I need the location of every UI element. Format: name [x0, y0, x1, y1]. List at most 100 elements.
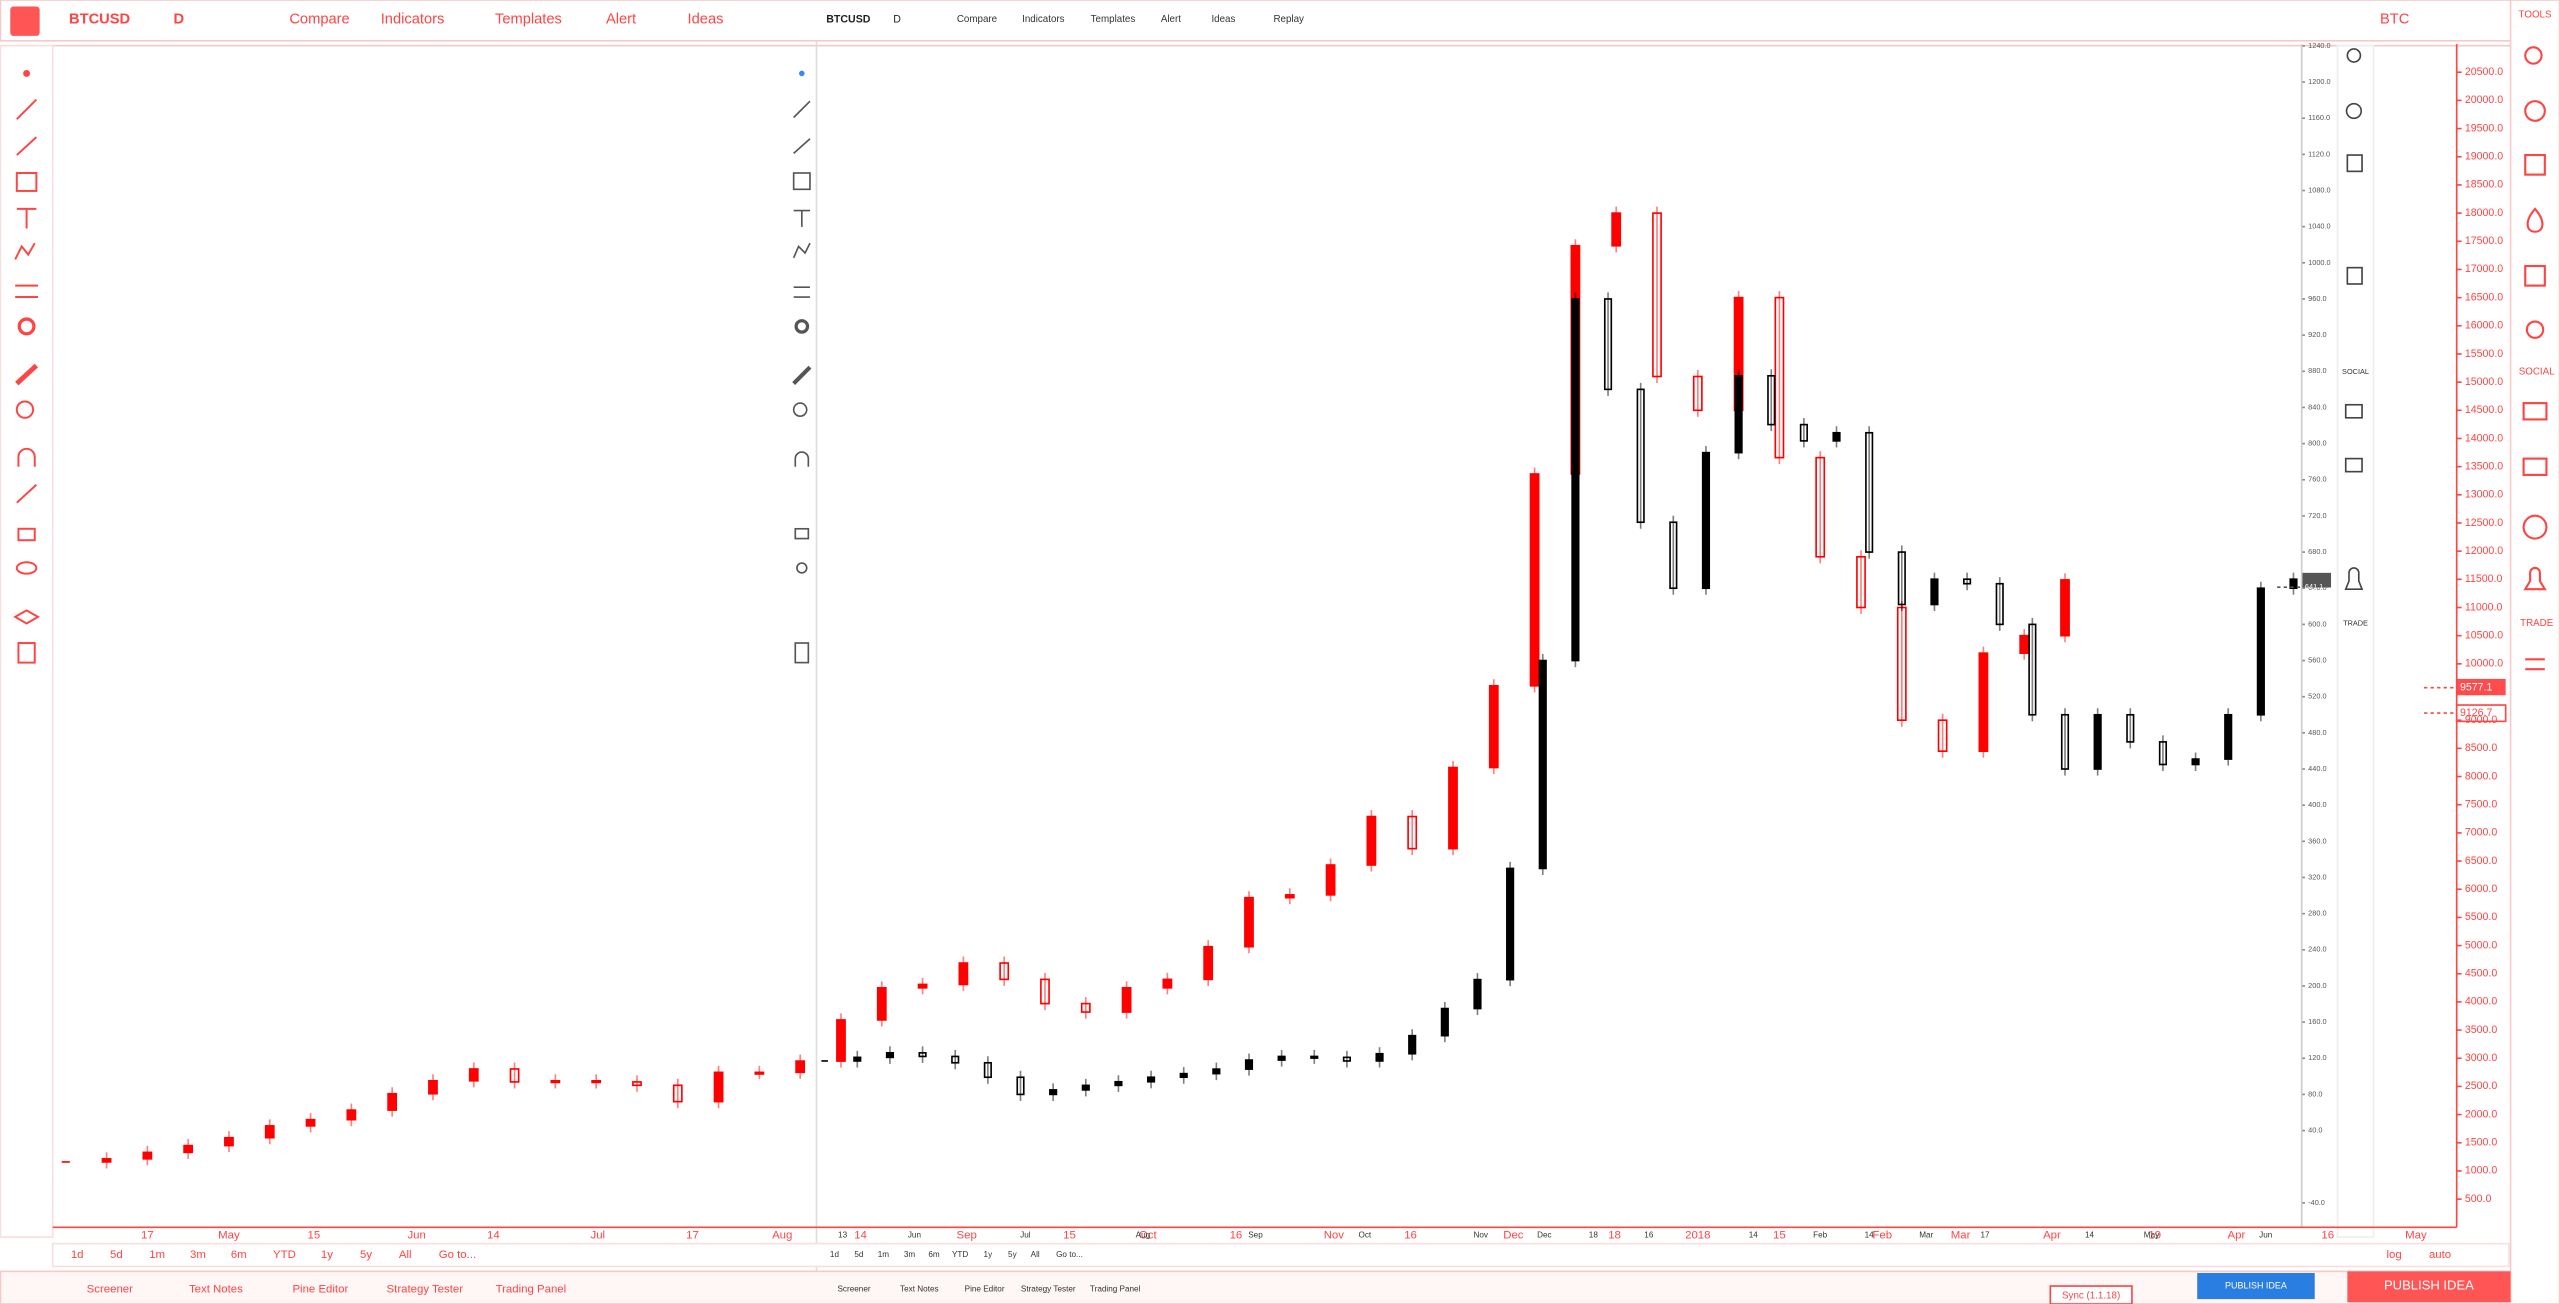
bottom-tab[interactable]: Strategy Tester — [387, 1283, 464, 1295]
inner-bottom-tab[interactable]: Screener — [837, 1284, 870, 1293]
scale-option[interactable]: log — [2387, 1249, 2402, 1261]
publish-button-inner[interactable] — [2197, 1272, 2315, 1300]
inner-range-button[interactable]: 6m — [928, 1250, 940, 1259]
calendar-icon[interactable] — [2346, 266, 2363, 285]
inner-symbol[interactable]: BTCUSD — [826, 13, 870, 25]
inner-toolbar-button[interactable]: Replay — [1273, 14, 1304, 25]
chat-icon[interactable] — [2522, 402, 2548, 421]
inner-bottom-tab[interactable]: Text Notes — [900, 1284, 939, 1293]
magnet-tool[interactable] — [794, 451, 810, 467]
range-button[interactable]: 5y — [360, 1249, 372, 1261]
logo[interactable] — [10, 6, 40, 36]
line-tool[interactable] — [16, 98, 38, 120]
fib-tool[interactable] — [793, 138, 811, 155]
inner-range-button[interactable]: YTD — [952, 1250, 968, 1259]
inner-toolbar-button[interactable]: Alert — [1161, 14, 1181, 25]
toolbar-button[interactable]: Ideas — [688, 11, 724, 27]
bottom-tab[interactable]: Text Notes — [189, 1283, 243, 1295]
inner-toolbar-button[interactable]: Templates — [1091, 14, 1136, 25]
inner-bottom-tab[interactable]: Pine Editor — [965, 1284, 1005, 1293]
inner-range-button[interactable]: 5y — [1008, 1250, 1018, 1259]
publish-button-label[interactable]: PUBLISH IDEA — [2225, 1280, 2287, 1290]
inner-range-button[interactable]: All — [1031, 1250, 1040, 1259]
inner-range-button[interactable]: Go to... — [1056, 1250, 1083, 1259]
inner-toolbar-button[interactable]: Indicators — [1022, 14, 1065, 25]
pattern-tool[interactable] — [14, 242, 36, 260]
inner-interval[interactable]: D — [893, 13, 901, 25]
inner-bottom-tab[interactable]: Trading Panel — [1090, 1284, 1141, 1293]
stay-drawing-tool[interactable] — [16, 483, 38, 504]
inner-range-button[interactable]: 1d — [830, 1250, 840, 1259]
trading-icon[interactable] — [2525, 658, 2545, 671]
shape-tool[interactable] — [792, 172, 811, 191]
bottom-tab[interactable]: Pine Editor — [292, 1283, 348, 1295]
range-button[interactable]: YTD — [273, 1249, 296, 1261]
trash-tool[interactable] — [794, 642, 810, 664]
icon-tool[interactable] — [794, 319, 810, 334]
shape-tool[interactable] — [15, 172, 38, 192]
ruler-tool[interactable] — [15, 363, 39, 386]
alerts-icon[interactable] — [2524, 100, 2546, 122]
zoom-tool[interactable] — [792, 402, 808, 417]
notifications-icon[interactable] — [2344, 567, 2364, 590]
prediction-tool[interactable] — [793, 286, 810, 298]
cursor-tool[interactable] — [23, 70, 31, 77]
symbol[interactable]: BTCUSD — [69, 11, 130, 27]
trash-tool[interactable] — [17, 642, 36, 664]
prediction-tool[interactable] — [15, 284, 39, 299]
range-button[interactable]: 6m — [231, 1249, 247, 1261]
inner-range-button[interactable]: 1m — [878, 1250, 890, 1259]
watchlist-icon[interactable] — [2524, 153, 2546, 176]
bottom-tab[interactable]: Screener — [87, 1283, 133, 1295]
range-button[interactable]: 1m — [149, 1249, 165, 1261]
toolbar-button[interactable]: Templates — [495, 11, 562, 27]
range-button[interactable]: 1y — [321, 1249, 333, 1261]
layers-tool[interactable] — [13, 609, 40, 625]
text-tool[interactable] — [16, 207, 37, 229]
bottom-tab[interactable]: Trading Panel — [496, 1283, 567, 1295]
scale-option[interactable]: auto — [2429, 1249, 2451, 1261]
alerts-icon[interactable] — [2345, 102, 2363, 120]
lock-tool[interactable] — [794, 527, 810, 540]
range-button[interactable]: 1d — [71, 1249, 84, 1261]
search-icon[interactable] — [2346, 48, 2362, 63]
messages-icon[interactable] — [2344, 457, 2363, 473]
ideas-icon[interactable] — [2525, 320, 2545, 339]
icon-tool[interactable] — [17, 317, 36, 336]
currency[interactable]: BTC — [2380, 11, 2410, 27]
zoom-tool[interactable] — [15, 400, 35, 419]
range-button[interactable]: 5d — [110, 1249, 123, 1261]
pattern-tool[interactable] — [792, 242, 811, 259]
watchlist-icon[interactable] — [2346, 154, 2363, 173]
publish-button-label[interactable]: PUBLISH IDEA — [2384, 1278, 2474, 1293]
inner-range-button[interactable]: 1y — [984, 1250, 994, 1259]
chat-icon[interactable] — [2344, 403, 2363, 419]
publish-button[interactable] — [2347, 1271, 2511, 1303]
inner-range-button[interactable]: 3m — [904, 1250, 916, 1259]
fib-tool[interactable] — [16, 136, 38, 156]
range-button[interactable]: Go to... — [439, 1249, 476, 1261]
streams-icon[interactable] — [2522, 514, 2548, 540]
inner-toolbar-button[interactable]: Ideas — [1211, 14, 1235, 25]
magnet-tool[interactable] — [17, 447, 36, 467]
inner-range-button[interactable]: 5d — [854, 1250, 864, 1259]
range-button[interactable]: 3m — [190, 1249, 206, 1261]
range-button[interactable]: All — [399, 1249, 412, 1261]
ruler-tool[interactable] — [792, 365, 812, 385]
search-icon[interactable] — [2524, 46, 2543, 65]
lock-tool[interactable] — [17, 527, 36, 542]
line-tool[interactable] — [793, 100, 811, 119]
hide-tool[interactable] — [796, 562, 808, 574]
calendar-icon[interactable] — [2524, 264, 2546, 287]
notifications-icon[interactable] — [2523, 566, 2547, 591]
text-tool[interactable] — [793, 209, 810, 227]
toolbar-button[interactable]: Alert — [606, 11, 636, 27]
hide-tool[interactable] — [15, 561, 38, 575]
inner-bottom-tab[interactable]: Strategy Tester — [1021, 1284, 1076, 1293]
toolbar-button[interactable]: Compare — [289, 11, 349, 27]
cursor-tool[interactable] — [799, 70, 805, 77]
interval[interactable]: D — [173, 11, 184, 27]
inner-toolbar-button[interactable]: Compare — [957, 14, 997, 25]
toolbar-button[interactable]: Indicators — [381, 11, 445, 27]
messages-icon[interactable] — [2522, 457, 2548, 476]
